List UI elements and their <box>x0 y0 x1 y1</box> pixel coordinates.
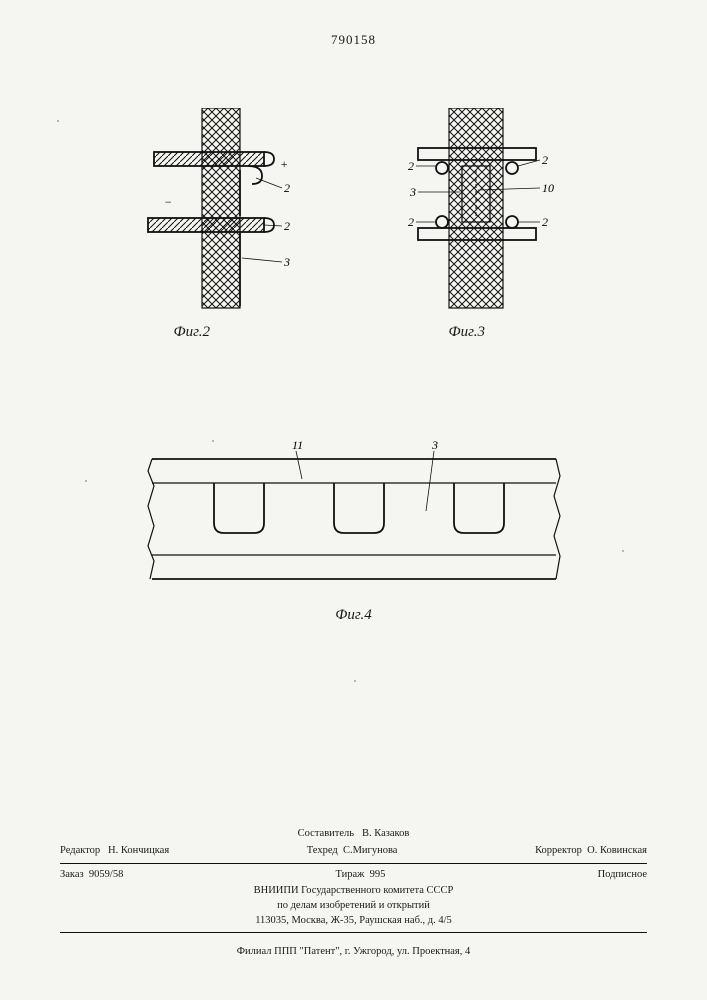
address: 113035, Москва, Ж-35, Раушская наб., д. … <box>60 914 647 929</box>
figure-3-svg: 2 2 2 2 3 10 <box>394 108 564 318</box>
label-10: 10 <box>542 181 554 195</box>
tirazh-value: 995 <box>370 869 386 880</box>
figure-3-caption: Фиг.3 <box>449 324 564 341</box>
editor-value: Н. Кончицкая <box>108 845 169 856</box>
corrector-value: О. Ковинская <box>587 845 647 856</box>
figures-row-top: + − 2 2 3 Фиг.2 <box>60 108 647 341</box>
techred-value: С.Мигунова <box>343 845 398 856</box>
figure-2: + − 2 2 3 Фиг.2 <box>144 108 304 341</box>
label-plus: + <box>280 157 288 171</box>
label-3: 3 <box>283 255 290 269</box>
compiler-value: В. Казаков <box>362 828 409 839</box>
label-2a: 2 <box>284 181 290 195</box>
label-2b: 2 <box>284 219 290 233</box>
document-number: 790158 <box>60 32 647 48</box>
label-11: 11 <box>292 438 303 452</box>
figure-4-svg: 11 3 <box>144 431 564 601</box>
figure-2-caption: Фиг.2 <box>174 324 304 341</box>
techred-label: Техред <box>307 845 338 856</box>
label-3: 3 <box>431 438 438 452</box>
org-line-2: по делам изобретений и открытий <box>60 899 647 914</box>
label-2-bl: 2 <box>408 215 414 229</box>
tirazh-label: Тираж <box>335 869 364 880</box>
label-2-br: 2 <box>542 215 548 229</box>
figure-2-svg: + − 2 2 3 <box>144 108 304 318</box>
figure-4-caption: Фиг.4 <box>144 607 564 624</box>
compiler-label: Составитель <box>298 828 354 839</box>
subscription: Подписное <box>598 868 647 883</box>
editor-label: Редактор <box>60 845 100 856</box>
order-value: 9059/58 <box>89 869 123 880</box>
org-line-1: ВНИИПИ Государственного комитета СССР <box>60 884 647 899</box>
label-2-tl: 2 <box>408 159 414 173</box>
corrector-label: Корректор <box>535 845 582 856</box>
figure-4: 11 3 Фиг.4 <box>60 431 647 624</box>
colophon: Составитель В. Казаков Редактор Н. Кончи… <box>60 827 647 960</box>
figure-3: 2 2 2 2 3 10 Фиг.3 <box>394 108 564 341</box>
label-3: 3 <box>409 185 416 199</box>
label-2-tr: 2 <box>542 153 548 167</box>
order-label: Заказ <box>60 869 84 880</box>
label-minus: − <box>164 195 172 209</box>
branch: Филиал ППП "Патент", г. Ужгород, ул. Про… <box>60 945 647 960</box>
